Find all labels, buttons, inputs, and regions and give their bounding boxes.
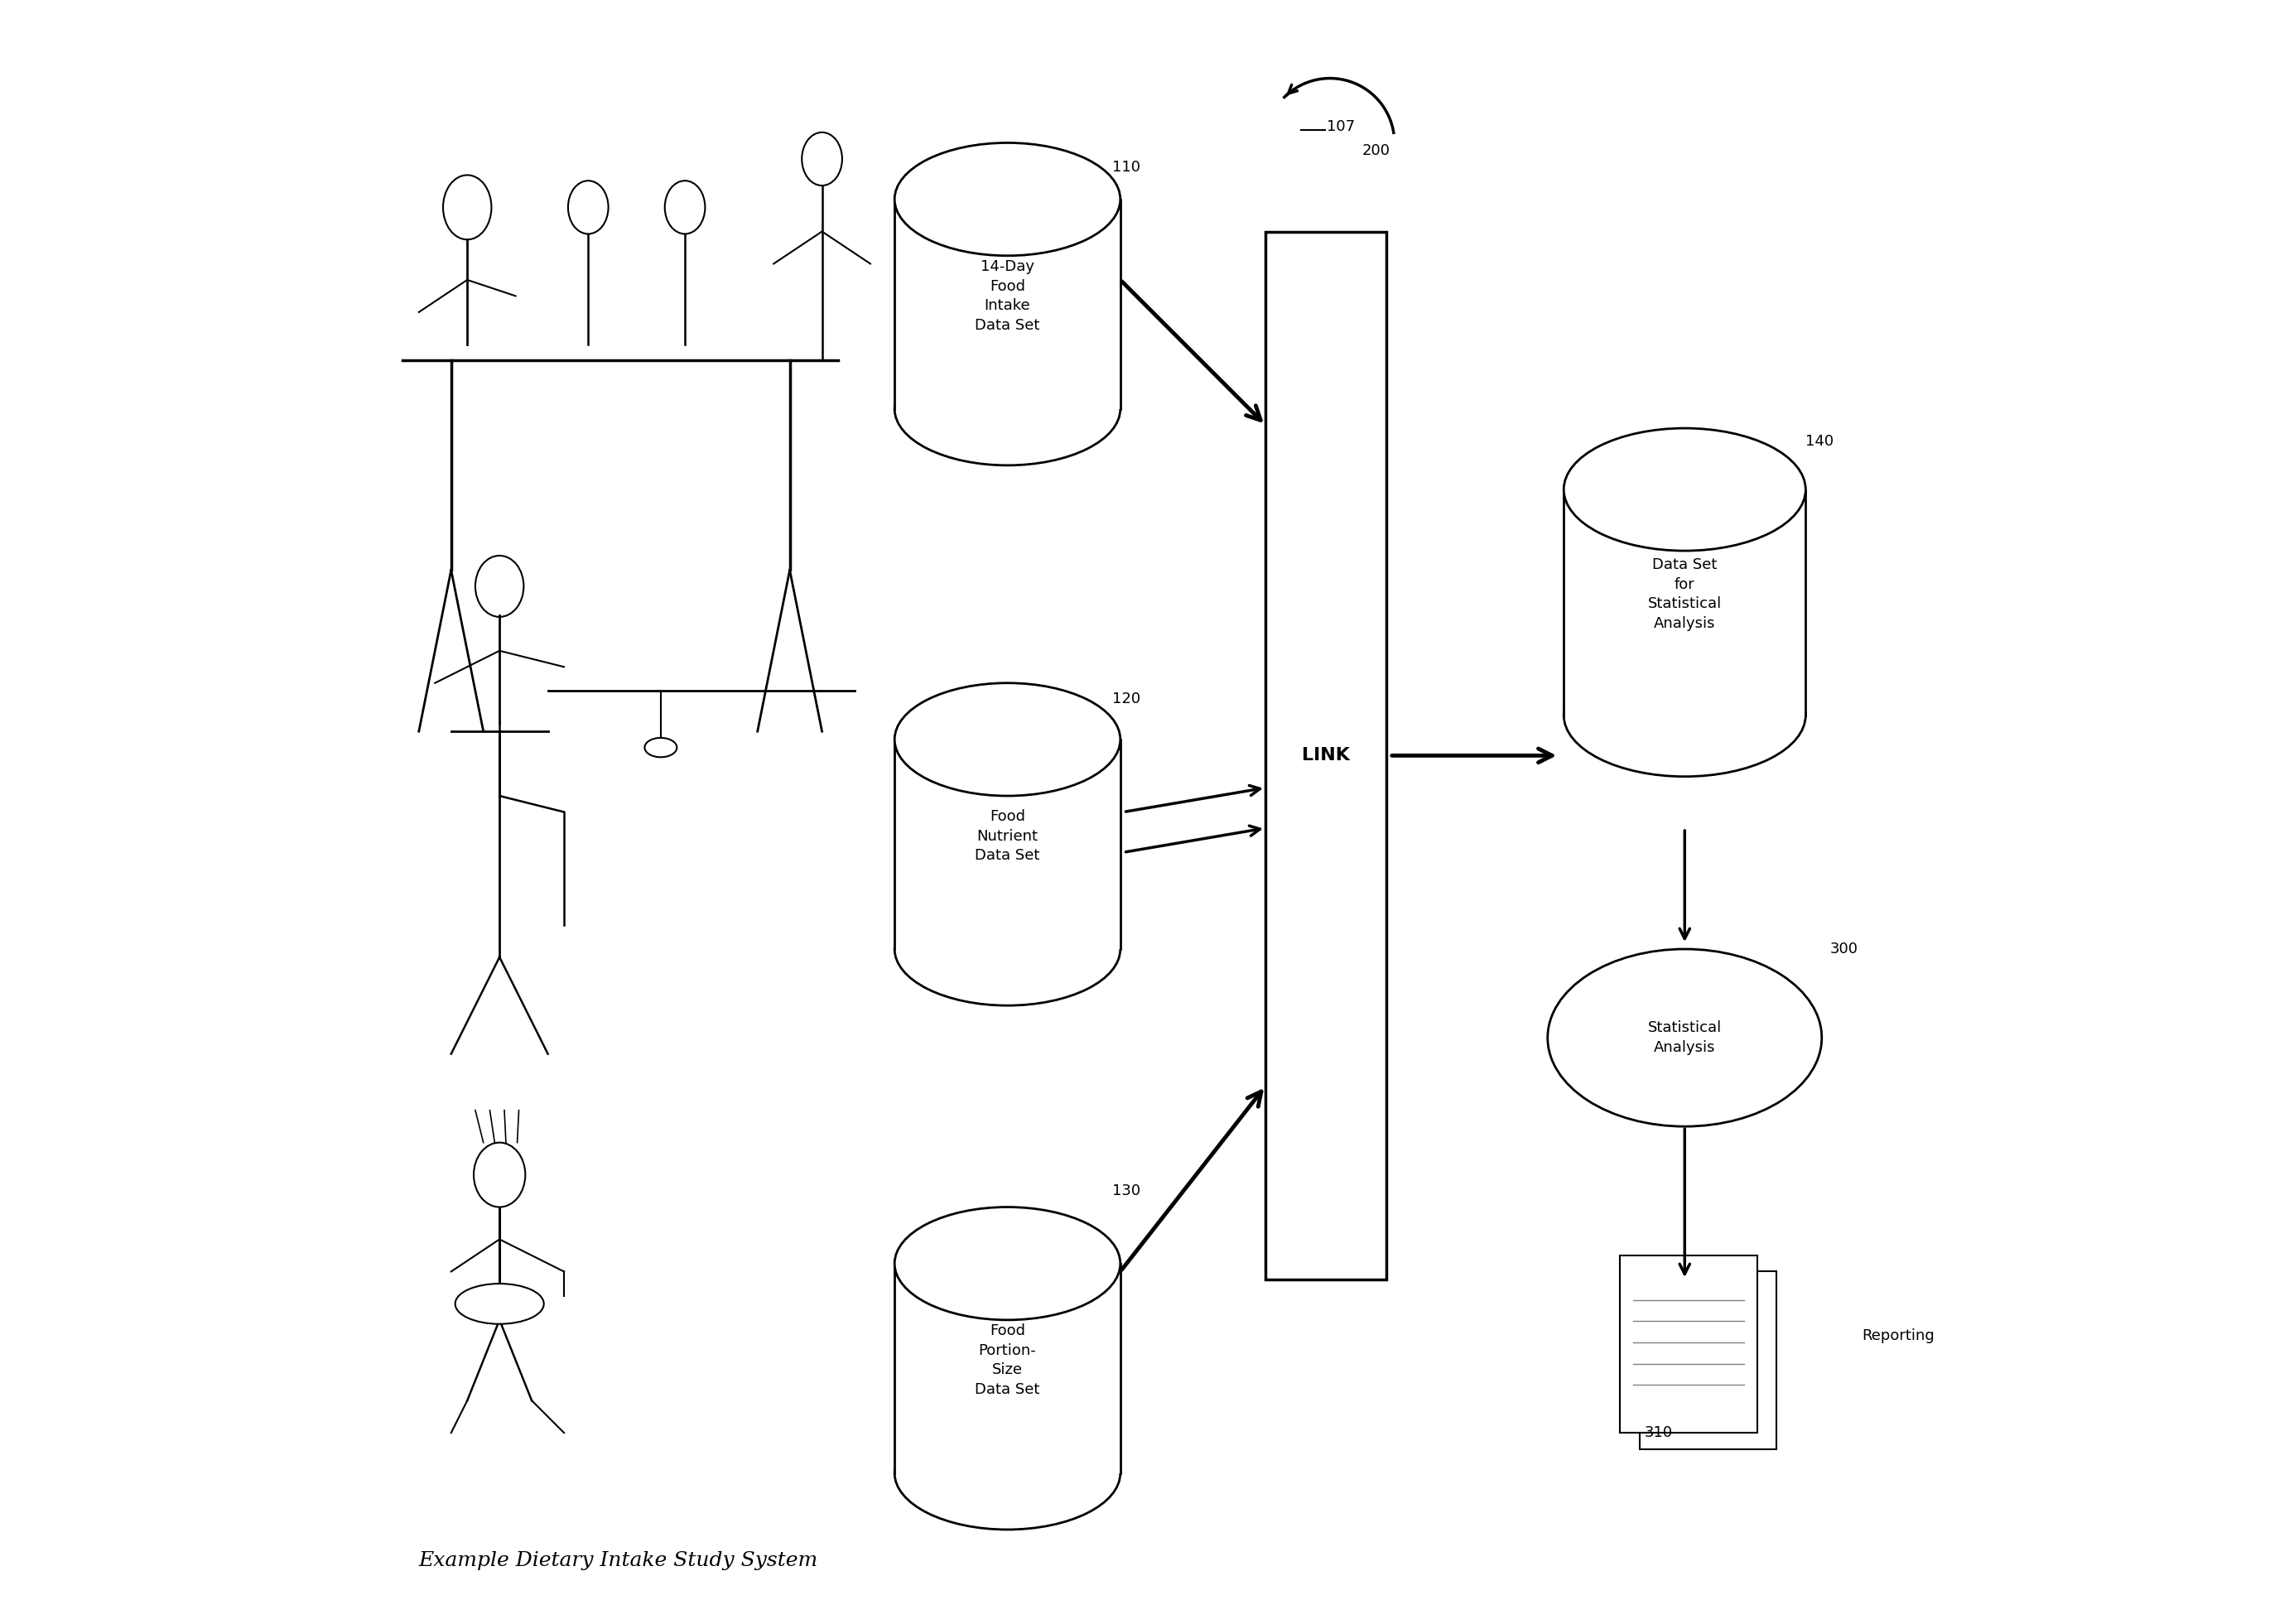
- Text: 14-Day
Food
Intake
Data Set: 14-Day Food Intake Data Set: [975, 260, 1039, 333]
- Text: 110: 110: [1112, 159, 1140, 174]
- Ellipse shape: [895, 352, 1119, 466]
- Ellipse shape: [895, 893, 1119, 1005]
- FancyBboxPatch shape: [1621, 1255, 1758, 1432]
- Text: 300: 300: [1829, 942, 1859, 957]
- Ellipse shape: [568, 180, 609, 234]
- Ellipse shape: [895, 143, 1119, 255]
- FancyBboxPatch shape: [895, 200, 1119, 409]
- Text: Data Set
for
Statistical
Analysis: Data Set for Statistical Analysis: [1648, 557, 1721, 632]
- Ellipse shape: [1563, 654, 1806, 776]
- FancyBboxPatch shape: [895, 739, 1119, 948]
- Ellipse shape: [1547, 948, 1822, 1127]
- Ellipse shape: [895, 684, 1119, 796]
- Ellipse shape: [1563, 429, 1806, 551]
- Ellipse shape: [895, 1207, 1119, 1320]
- Text: 130: 130: [1112, 1184, 1140, 1199]
- FancyBboxPatch shape: [1563, 489, 1806, 715]
- Text: Reporting: Reporting: [1861, 1328, 1934, 1343]
- FancyBboxPatch shape: [1266, 232, 1387, 1280]
- FancyBboxPatch shape: [895, 1263, 1119, 1473]
- Text: Statistical
Analysis: Statistical Analysis: [1648, 1020, 1721, 1056]
- Text: Example Dietary Intake Study System: Example Dietary Intake Study System: [419, 1551, 817, 1570]
- Text: 310: 310: [1644, 1426, 1673, 1440]
- Ellipse shape: [645, 737, 678, 757]
- Ellipse shape: [476, 555, 524, 617]
- Text: LINK: LINK: [1302, 747, 1351, 763]
- Ellipse shape: [801, 132, 842, 185]
- Text: 200: 200: [1362, 143, 1389, 158]
- Ellipse shape: [456, 1283, 545, 1324]
- Ellipse shape: [444, 175, 492, 240]
- Text: Food
Portion-
Size
Data Set: Food Portion- Size Data Set: [975, 1324, 1039, 1397]
- FancyBboxPatch shape: [1639, 1272, 1776, 1449]
- Text: 107: 107: [1328, 119, 1355, 135]
- Ellipse shape: [895, 1416, 1119, 1530]
- Text: Food
Nutrient
Data Set: Food Nutrient Data Set: [975, 809, 1039, 864]
- Text: 140: 140: [1806, 434, 1833, 448]
- Text: 120: 120: [1112, 692, 1140, 706]
- Ellipse shape: [664, 180, 705, 234]
- Ellipse shape: [474, 1143, 524, 1207]
